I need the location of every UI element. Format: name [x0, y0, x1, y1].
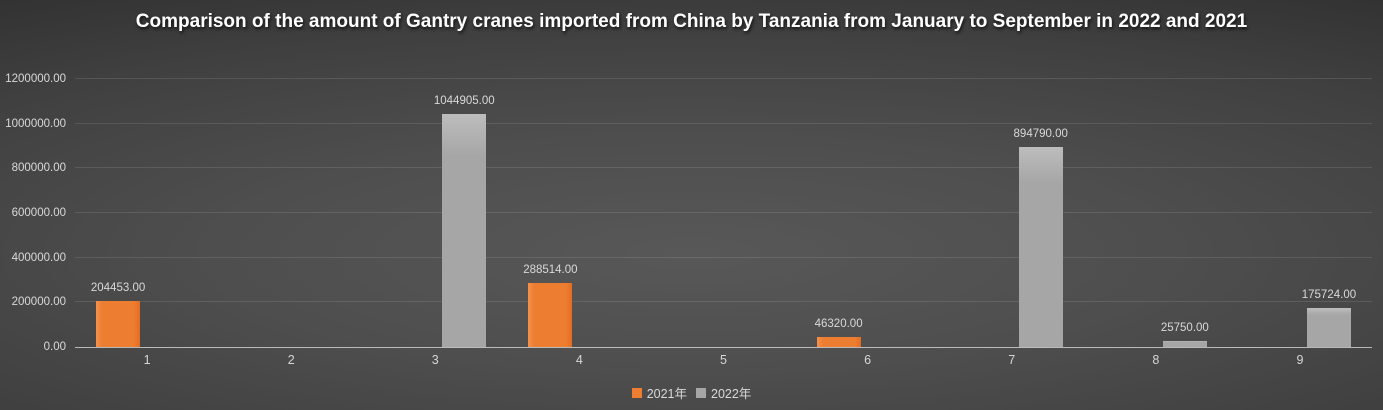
gridline [75, 256, 1372, 258]
x-tick-label: 4 [575, 353, 583, 367]
gridline [75, 167, 1372, 169]
x-tick-label: 5 [720, 353, 727, 367]
bar-2022年-cat3 [442, 113, 487, 347]
bar-value-label: 204453.00 [90, 282, 146, 295]
y-tick-label: 400000.00 [11, 251, 66, 264]
plot-area: 204453.00 288514.00 46320.00 1044905.00 8947… [75, 78, 1372, 348]
gridline [75, 78, 1372, 79]
gridline [75, 212, 1372, 213]
bar-2022年-cat9 [1306, 307, 1351, 347]
bar-value-label: 46320.00 [814, 317, 863, 330]
legend-label: 2022年 [711, 387, 752, 401]
x-tick-label: 1 [143, 353, 151, 367]
gridline [75, 301, 1372, 303]
legend-swatch-2022 [696, 387, 706, 398]
legend-label: 2021年 [646, 387, 687, 401]
x-tick-label: 7 [1008, 353, 1016, 367]
chart-title: Comparison of the amount of Gantry crane… [135, 11, 1248, 32]
bar-value-label: 894790.00 [1013, 128, 1068, 141]
x-tick-label: 3 [431, 353, 439, 367]
y-tick-label: 0.00 [43, 341, 66, 353]
y-tick-label: 1000000.00 [5, 117, 66, 130]
bar-2021年-cat6 [816, 336, 861, 347]
bar-value-label: 25750.00 [1160, 322, 1209, 335]
y-tick-label: 800000.00 [11, 162, 66, 175]
bar-2021年-cat1 [96, 301, 141, 347]
bar-value-label: 288514.00 [523, 263, 578, 276]
bar-value-label: 1044905.00 [433, 94, 495, 107]
x-tick-label: 6 [864, 353, 872, 367]
gridline [75, 122, 1372, 124]
legend: 2021年 2022年 [0, 383, 1383, 402]
y-tick-label: 200000.00 [11, 296, 66, 309]
x-tick-label: 8 [1152, 353, 1160, 367]
bar-2021年-cat4 [528, 282, 573, 347]
legend-item-2022: 2022年 [696, 383, 751, 402]
legend-item-2021: 2021年 [631, 383, 687, 402]
y-tick-label: 600000.00 [11, 207, 66, 219]
x-tick-label: 2 [287, 353, 295, 367]
bar-2022年-cat7 [1018, 147, 1063, 347]
x-tick-label: 9 [1296, 353, 1304, 367]
legend-swatch-2021 [631, 387, 642, 398]
bar-value-label: 175724.00 [1301, 288, 1357, 301]
y-tick-label: 1200000.00 [5, 73, 66, 85]
bar-2022年-cat8 [1162, 341, 1207, 347]
